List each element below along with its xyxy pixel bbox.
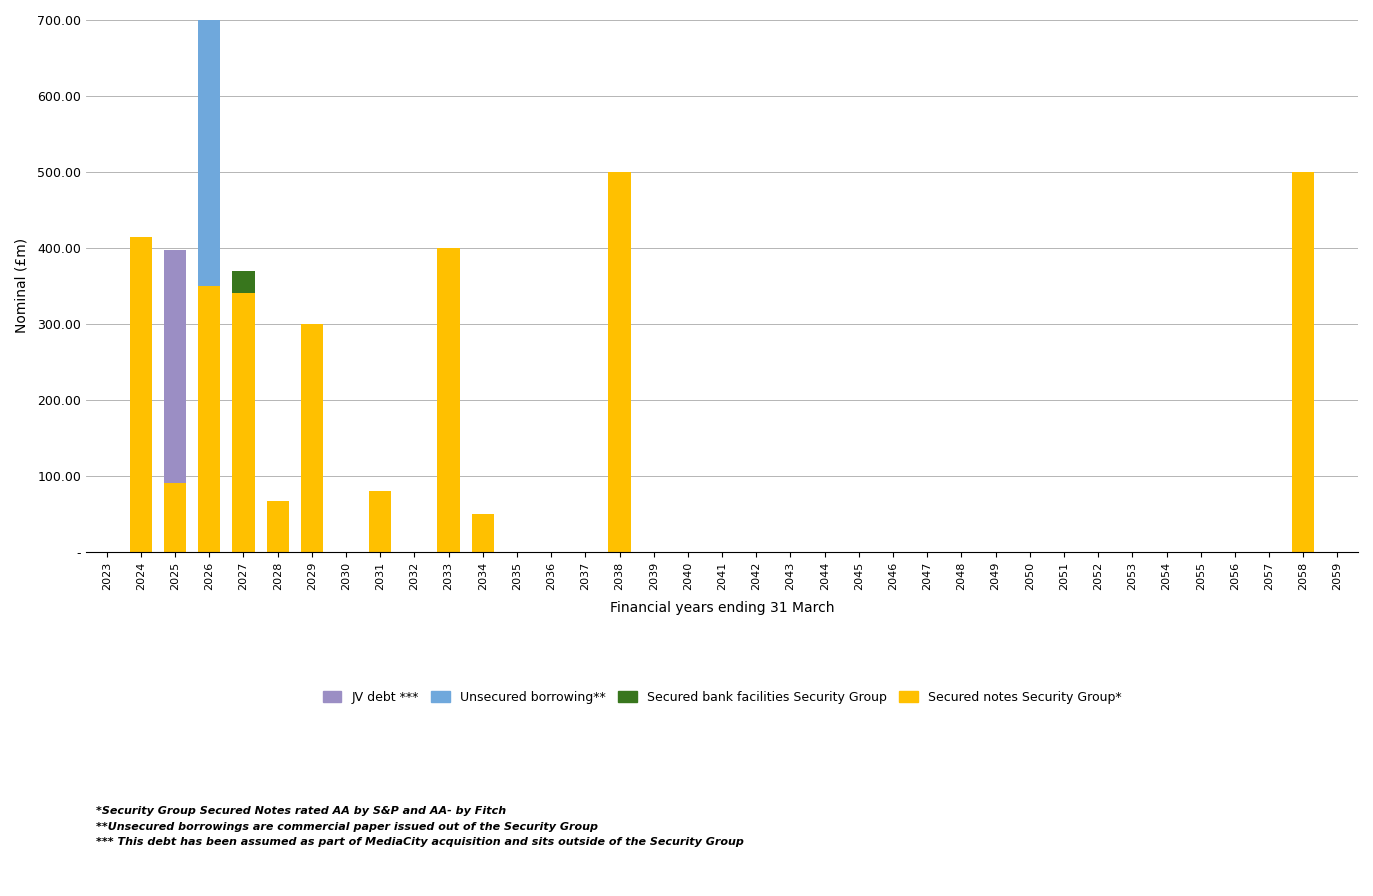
Y-axis label: Nominal (£m): Nominal (£m) bbox=[15, 238, 29, 333]
Bar bbox=[198, 0, 221, 286]
Bar bbox=[1292, 172, 1314, 552]
Bar bbox=[608, 172, 630, 552]
Bar bbox=[472, 513, 494, 552]
Bar bbox=[198, 286, 221, 552]
Bar bbox=[232, 294, 254, 552]
Legend: JV debt ***, Unsecured borrowing**, Secured bank facilities Security Group, Secu: JV debt ***, Unsecured borrowing**, Secu… bbox=[317, 685, 1127, 709]
Bar bbox=[438, 248, 460, 552]
Text: *** This debt has been assumed as part of MediaCity acquisition and sits outside: *** This debt has been assumed as part o… bbox=[96, 837, 744, 847]
Bar bbox=[163, 250, 187, 484]
Bar bbox=[369, 491, 391, 552]
Bar bbox=[130, 237, 152, 552]
Bar bbox=[266, 501, 288, 552]
Text: **Unsecured borrowings are commercial paper issued out of the Security Group: **Unsecured borrowings are commercial pa… bbox=[96, 822, 599, 831]
Text: *Security Group Secured Notes rated AA by S&P and AA- by Fitch: *Security Group Secured Notes rated AA b… bbox=[96, 806, 507, 816]
Bar bbox=[232, 271, 254, 294]
X-axis label: Financial years ending 31 March: Financial years ending 31 March bbox=[610, 601, 835, 615]
Bar bbox=[163, 484, 187, 552]
Bar bbox=[301, 323, 323, 552]
